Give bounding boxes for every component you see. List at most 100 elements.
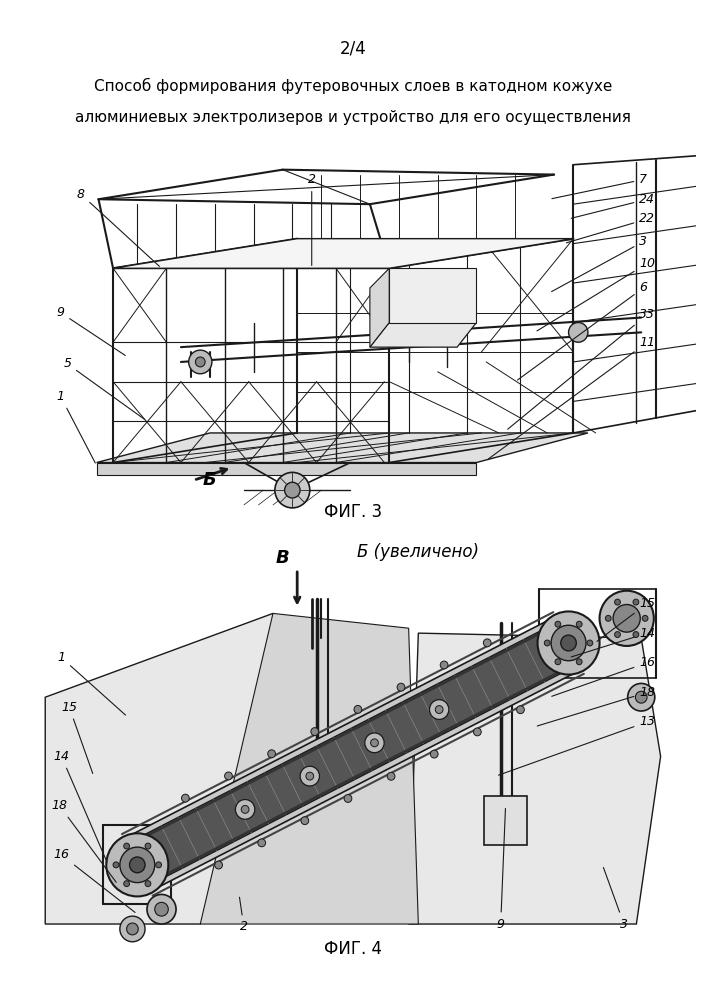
Text: 8: 8 [77, 188, 160, 266]
Text: ФИГ. 3: ФИГ. 3 [325, 503, 382, 521]
Circle shape [636, 691, 647, 703]
Circle shape [145, 843, 151, 849]
Polygon shape [370, 268, 390, 347]
Text: 18: 18 [537, 686, 655, 726]
Text: 13: 13 [498, 715, 655, 775]
Text: 2/4: 2/4 [340, 39, 367, 57]
Circle shape [576, 621, 582, 627]
Text: Б: Б [203, 471, 217, 489]
Text: 7: 7 [552, 173, 648, 199]
Text: 6: 6 [518, 281, 648, 380]
Circle shape [555, 621, 561, 627]
Circle shape [156, 862, 161, 868]
Circle shape [431, 750, 438, 758]
Circle shape [587, 640, 592, 646]
Text: 33: 33 [508, 308, 655, 429]
Circle shape [225, 772, 233, 780]
Circle shape [306, 772, 314, 780]
Circle shape [129, 857, 145, 873]
Polygon shape [97, 463, 477, 475]
Circle shape [370, 739, 378, 747]
Text: 2: 2 [240, 897, 248, 933]
Circle shape [275, 472, 310, 508]
Circle shape [517, 706, 525, 714]
Circle shape [235, 800, 255, 819]
Circle shape [300, 766, 320, 786]
Circle shape [568, 322, 588, 342]
Text: 11: 11 [489, 336, 655, 459]
Circle shape [147, 894, 176, 924]
Circle shape [387, 772, 395, 780]
Text: Способ формирования футеровочных слоев в катодном кожухе: Способ формирования футеровочных слоев в… [94, 78, 612, 94]
Text: 2: 2 [308, 173, 316, 265]
Text: 9: 9 [57, 306, 125, 355]
Circle shape [537, 611, 600, 675]
Circle shape [155, 902, 168, 916]
Text: 3: 3 [603, 867, 628, 931]
Text: 16: 16 [551, 656, 655, 696]
Polygon shape [200, 613, 419, 924]
Circle shape [285, 482, 300, 498]
Text: 24: 24 [571, 193, 655, 218]
Circle shape [614, 599, 621, 605]
Circle shape [633, 599, 639, 605]
Circle shape [613, 605, 641, 632]
Circle shape [113, 862, 119, 868]
Polygon shape [113, 239, 573, 268]
Text: 5: 5 [64, 357, 145, 419]
Circle shape [633, 632, 639, 638]
Text: 22: 22 [566, 212, 655, 243]
Circle shape [628, 683, 655, 711]
Circle shape [551, 625, 586, 661]
Text: 10: 10 [537, 257, 655, 331]
Circle shape [642, 615, 648, 621]
Circle shape [436, 706, 443, 713]
Text: 15: 15 [597, 597, 655, 641]
Text: В: В [276, 549, 290, 567]
Circle shape [344, 795, 352, 802]
Circle shape [605, 615, 611, 621]
Circle shape [106, 833, 168, 896]
Circle shape [124, 843, 129, 849]
Polygon shape [484, 796, 527, 845]
Circle shape [474, 728, 481, 736]
Circle shape [124, 881, 129, 887]
Circle shape [127, 923, 139, 935]
Polygon shape [124, 617, 582, 891]
Circle shape [145, 881, 151, 887]
Circle shape [484, 639, 491, 647]
Circle shape [397, 683, 405, 691]
Text: 1: 1 [57, 390, 95, 463]
Text: 3: 3 [551, 235, 648, 292]
Text: 9: 9 [497, 808, 506, 931]
Circle shape [215, 861, 223, 869]
Polygon shape [409, 633, 660, 924]
Circle shape [241, 805, 249, 813]
Polygon shape [390, 268, 477, 322]
Text: 15: 15 [62, 701, 93, 773]
Circle shape [561, 635, 576, 651]
Text: алюминиевых электролизеров и устройство для его осуществления: алюминиевых электролизеров и устройство … [76, 110, 631, 125]
Text: 14: 14 [571, 627, 655, 657]
Circle shape [195, 357, 205, 367]
Circle shape [429, 700, 449, 719]
Circle shape [258, 839, 266, 847]
Circle shape [544, 640, 550, 646]
Text: 16: 16 [54, 848, 135, 912]
Circle shape [365, 733, 384, 753]
Circle shape [268, 750, 276, 758]
Circle shape [182, 794, 189, 802]
Polygon shape [45, 613, 293, 924]
Circle shape [614, 632, 621, 638]
Circle shape [189, 350, 212, 374]
Text: 14: 14 [54, 750, 107, 862]
Text: Б (увеличено): Б (увеличено) [357, 543, 479, 561]
Circle shape [301, 817, 309, 825]
Circle shape [354, 705, 362, 713]
Circle shape [440, 661, 448, 669]
Polygon shape [127, 622, 579, 886]
Circle shape [120, 847, 155, 883]
Text: 1: 1 [57, 651, 126, 715]
Circle shape [311, 728, 319, 736]
Text: ФИГ. 4: ФИГ. 4 [325, 940, 382, 958]
